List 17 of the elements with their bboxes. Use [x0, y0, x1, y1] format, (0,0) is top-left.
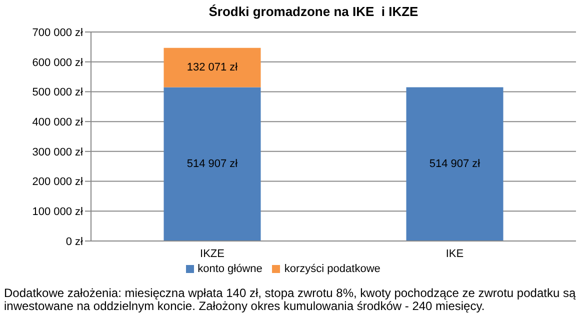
y-tick-label: 0 zł: [66, 236, 84, 248]
y-tick-label: 600 000 zł: [32, 56, 84, 69]
x-tick-label: IKZE: [200, 248, 224, 260]
y-tick-label: 400 000 zł: [32, 116, 84, 128]
y-tick-label: 200 000 zł: [32, 176, 84, 188]
y-tick-label: 100 000 zł: [32, 206, 84, 218]
data-label: 514 907 zł: [186, 158, 238, 170]
legend-label: korzyści podatkowe: [284, 263, 380, 275]
x-tick-label: IKE: [446, 248, 464, 260]
chart-title: Środki gromadzone na IKE i IKZE: [208, 3, 420, 21]
y-tick-label: 300 000 zł: [32, 146, 84, 158]
y-tick-label: 500 000 zł: [32, 86, 84, 99]
legend-label: konto główne: [198, 263, 262, 275]
data-label: 132 071 zł: [186, 62, 238, 74]
y-tick-label: 700 000 zł: [32, 26, 84, 39]
text: Dodatkowe założenia: miesięczna wpłata 140 zł, stopa zwrotu 8%, kwoty pochodzące ze zwrotu podatku są inwestowane na oddzielnym koncie. Założony okres kumulowania środków - 240 miesięcy.: [3, 285, 577, 313]
data-label: 514 907 zł: [429, 158, 481, 170]
